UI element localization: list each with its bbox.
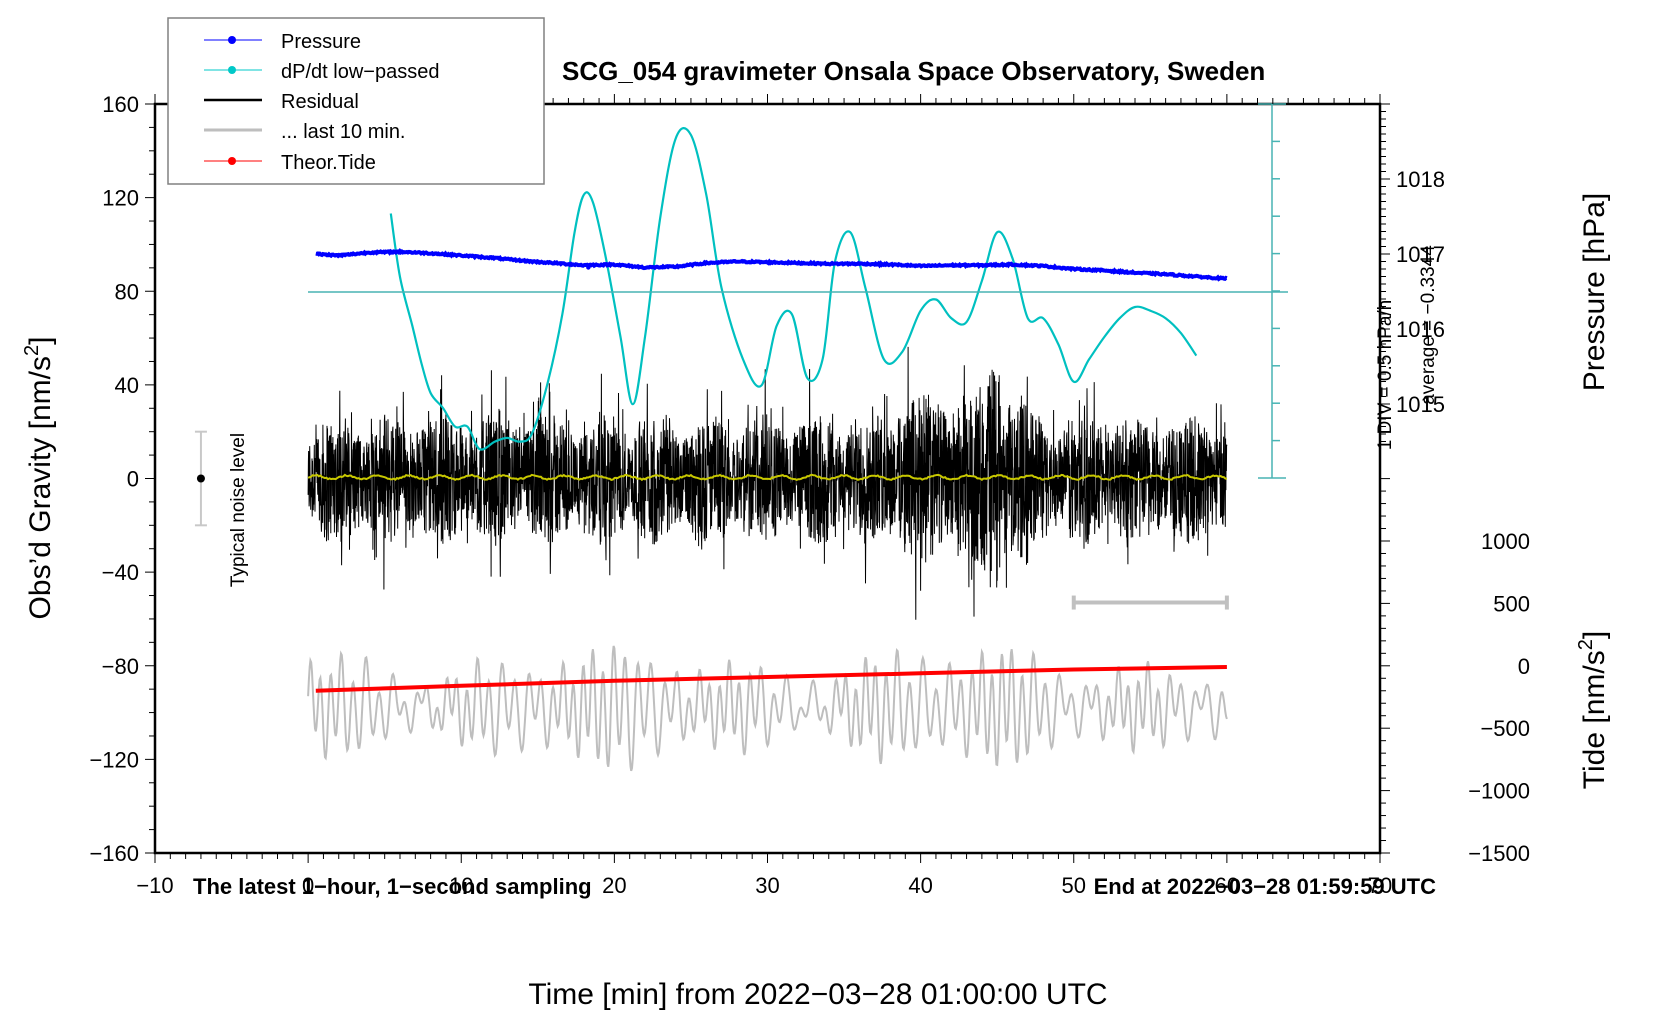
pressure-outlier-point <box>586 265 591 270</box>
x-tick-label: 10 <box>449 873 473 898</box>
y-axis-tide: −1500 −1000 −500 0 500 1000 <box>1380 478 1530 866</box>
series-pressure <box>315 247 1228 282</box>
legend-label-residual: Residual <box>281 91 359 113</box>
y-axis-left: −160 −120 −80 −40 0 40 80 120 160 <box>89 92 155 866</box>
last-10-min-trace <box>307 645 1228 772</box>
series-theor-tide <box>315 665 1227 693</box>
y-left-tick-label: −80 <box>102 654 139 679</box>
legend-label-last-10-min: ... last 10 min. <box>281 121 406 143</box>
chart-title: SCG_054 gravimeter Onsala Space Observat… <box>562 56 1265 86</box>
legend-label-pressure: Pressure <box>281 31 361 53</box>
legend-entry-last-10-min: ... last 10 min. <box>204 121 406 143</box>
legend-label-theor-tide: Theor.Tide <box>281 152 376 174</box>
y-axis-tide-title-end: ] <box>1578 631 1611 639</box>
dpdt-curve <box>389 127 1198 451</box>
dpdt-average-label: average = −0.3344 <box>1418 245 1439 405</box>
y-pressure-tick-label: 1015 <box>1396 392 1445 417</box>
x-tick-label: 0 <box>302 873 314 898</box>
noise-level-center-dot <box>196 474 205 483</box>
y-axis-left-title-end: ] <box>24 337 57 345</box>
legend-marker-dpdt <box>228 66 236 74</box>
dpdt-scale-bar <box>308 103 1288 479</box>
legend-entry-theor-tide: Theor.Tide <box>204 152 376 174</box>
last-10-min-bar <box>1071 595 1229 610</box>
y-left-tick-label: 80 <box>115 279 139 304</box>
y-pressure-tick-label: 1018 <box>1396 167 1445 192</box>
y-tide-tick-label: −1500 <box>1468 841 1530 866</box>
legend: Pressure dP/dt low−passed Residual ... l… <box>167 17 545 185</box>
y-left-tick-label: −160 <box>89 841 139 866</box>
legend-marker-theor-tide <box>228 157 236 165</box>
pressure-trace <box>315 247 1228 282</box>
x-axis: −10 0 10 20 30 40 50 60 70 <box>136 94 1392 898</box>
annotation-sampling: The latest 1−hour, 1−second sampling <box>193 874 592 899</box>
noise-level-indicator <box>194 430 207 527</box>
y-axis-left-title-sup: 2 <box>21 345 43 356</box>
dpdt-div-label: 1 DIV = 0.5 hPa/h <box>1375 300 1396 451</box>
y-axis-tide-title: Tide [nm/s2] <box>1575 631 1611 789</box>
y-pressure-tick-label: 1017 <box>1396 242 1445 267</box>
theor-tide-line <box>315 665 1227 693</box>
x-tick-label: 70 <box>1368 873 1392 898</box>
residual-smoothed-trace <box>307 473 1228 482</box>
y-tide-tick-label: 500 <box>1493 591 1530 616</box>
series-residual <box>307 346 1228 620</box>
x-tick-label: 40 <box>908 873 932 898</box>
x-tick-label: 60 <box>1215 873 1239 898</box>
y-left-tick-label: 0 <box>127 467 139 492</box>
legend-label-dpdt: dP/dt low−passed <box>281 61 439 83</box>
y-axis-pressure: 1015 1016 1017 1018 <box>1380 103 1445 442</box>
legend-entry-residual: Residual <box>204 91 359 113</box>
y-axis-left-title: Obs’d Gravity [nm/s2] <box>21 337 57 620</box>
legend-marker-pressure <box>228 36 236 44</box>
y-axis-tide-title-main: Tide [nm/s <box>1578 650 1611 789</box>
y-left-tick-label: −40 <box>102 560 139 585</box>
y-pressure-tick-label: 1016 <box>1396 317 1445 342</box>
y-left-tick-label: 120 <box>102 186 139 211</box>
series-last-10-min <box>307 645 1228 772</box>
y-tide-tick-label: 1000 <box>1481 529 1530 554</box>
y-left-tick-label: −120 <box>89 747 139 772</box>
legend-entry-dpdt: dP/dt low−passed <box>204 61 439 83</box>
series-residual-smoothed <box>307 473 1228 482</box>
y-axis-left-title-main: Obs’d Gravity [nm/s <box>24 356 57 619</box>
series-dpdt <box>389 127 1198 451</box>
x-axis-title: Time [min] from 2022−03−28 01:00:00 UTC <box>528 978 1107 1011</box>
legend-entry-pressure: Pressure <box>204 31 361 53</box>
annotation-end-time: End at 2022−03−28 01:59:59 UTC <box>1094 874 1437 899</box>
x-tick-label: 30 <box>755 873 779 898</box>
y-tide-tick-label: −500 <box>1480 716 1530 741</box>
x-tick-label: 50 <box>1062 873 1086 898</box>
y-axis-tide-title-sup: 2 <box>1575 639 1597 650</box>
noise-level-label: Typical noise level <box>228 433 249 587</box>
y-left-tick-label: 40 <box>115 373 139 398</box>
x-tick-label: −10 <box>136 873 173 898</box>
x-tick-label: 20 <box>602 873 626 898</box>
y-tide-tick-label: 0 <box>1518 654 1530 679</box>
residual-trace <box>307 346 1228 620</box>
y-left-tick-label: 160 <box>102 92 139 117</box>
y-axis-pressure-title: Pressure [hPa] <box>1578 193 1611 391</box>
y-tide-tick-label: −1000 <box>1468 779 1530 804</box>
